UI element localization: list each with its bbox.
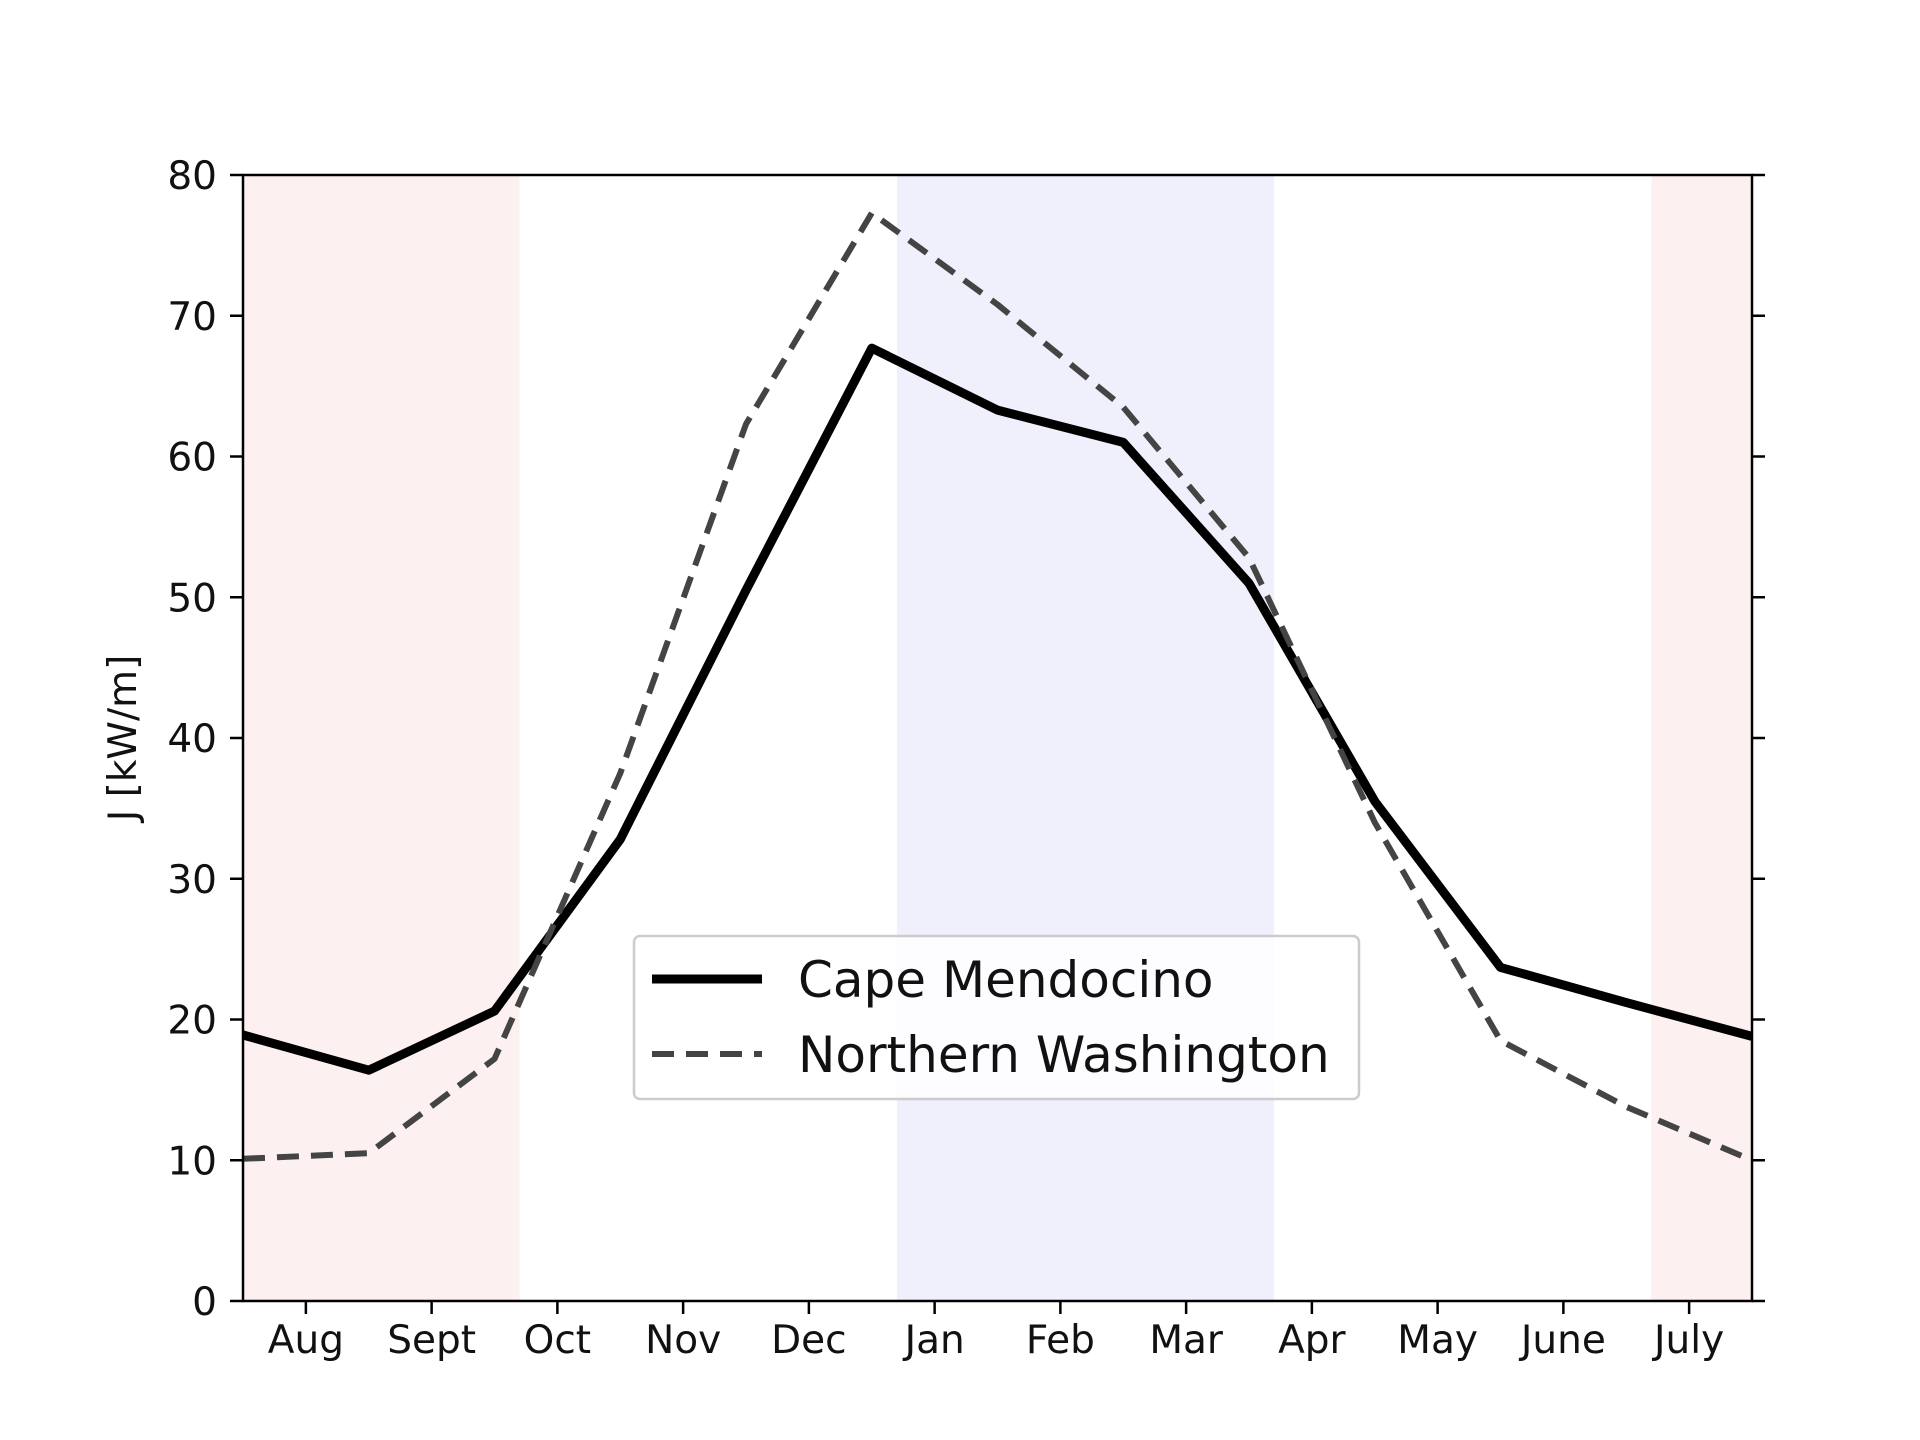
y-tick-label: 10 (167, 1139, 217, 1184)
legend-label-1: Cape Mendocino (798, 951, 1214, 1009)
y-tick-label: 0 (192, 1280, 217, 1325)
x-axis: Aug Sept Oct Nov Dec Jan Feb Mar Apr May June July (268, 1301, 1724, 1363)
y-tick-label: 50 (167, 576, 217, 621)
y-axis: 0 10 20 30 40 50 60 70 80 (167, 154, 1765, 1325)
y-tick-label: 80 (167, 154, 217, 199)
series-line-1 (241, 343, 1754, 1075)
x-tick-label: June (1518, 1318, 1606, 1363)
shaded-region-1 (896, 175, 1275, 1301)
x-tick-label: Oct (524, 1318, 591, 1363)
series-line-2 (242, 210, 1754, 1164)
x-tick-label: Sept (387, 1318, 476, 1363)
y-tick-label: 70 (167, 295, 217, 340)
y-tick-label: 60 (167, 436, 217, 481)
x-tick-label: Jan (902, 1318, 965, 1363)
y-tick-label: 20 (167, 999, 217, 1044)
series-lines (241, 210, 1754, 1164)
legend-label-2: Northern Washington (798, 1026, 1330, 1084)
x-tick-label: May (1397, 1318, 1478, 1363)
x-tick-label: Feb (1026, 1318, 1095, 1363)
legend-box (632, 934, 1361, 1101)
x-tick-label: Mar (1149, 1318, 1224, 1363)
shaded-region-2 (1651, 175, 1752, 1301)
y-tick-label: 40 (167, 717, 217, 762)
x-tick-label: Nov (645, 1318, 721, 1363)
x-tick-label: Dec (771, 1318, 846, 1363)
y-tick-label: 30 (167, 858, 217, 903)
legend: Cape Mendocino Northern Washington (632, 934, 1361, 1101)
seasonal-shading (243, 175, 1752, 1301)
x-tick-label: Apr (1278, 1318, 1346, 1363)
x-tick-label: July (1651, 1318, 1724, 1363)
shaded-region-0 (243, 175, 520, 1301)
x-tick-label: Aug (268, 1318, 344, 1363)
y-axis-label: J [kW/m] (101, 655, 146, 825)
